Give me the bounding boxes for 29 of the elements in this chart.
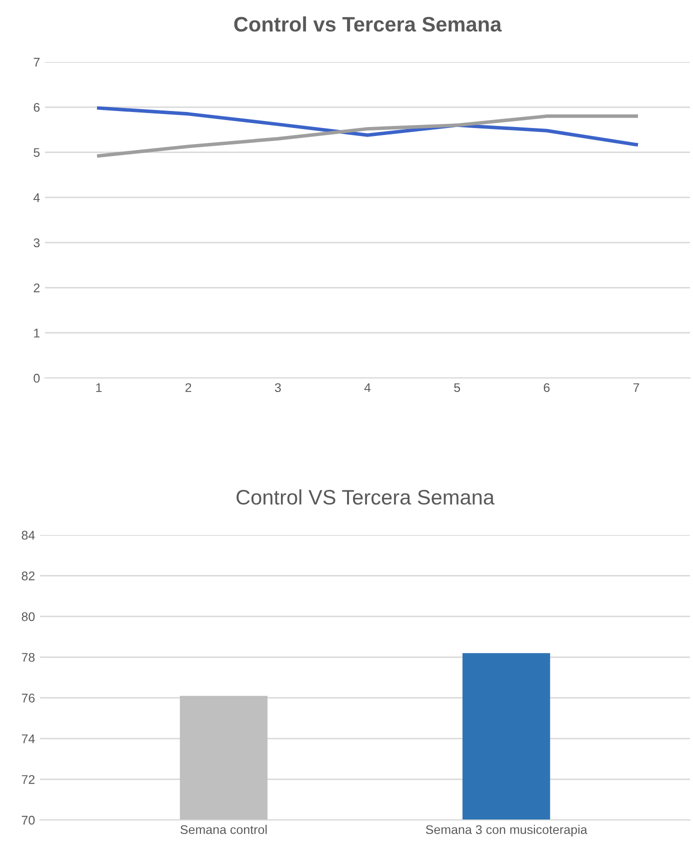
x-tick-label: 3 [274, 383, 281, 392]
y-tick-label: 82 [22, 572, 35, 580]
y-tick-label: 72 [22, 775, 35, 784]
x-tick-label: 5 [454, 383, 460, 392]
y-tick-label: 78 [22, 652, 35, 662]
y-tick-label: 1 [34, 328, 40, 338]
line-series [97, 106, 638, 146]
x-tick-label: 7 [633, 383, 640, 392]
line-series [97, 114, 638, 158]
y-tick-label: 3 [34, 238, 40, 248]
y-tick-label: 4 [33, 193, 40, 202]
chart-title: Control vs Tercera Semana [234, 16, 502, 32]
x-tick-label: 1 [96, 383, 102, 392]
x-tick-label: 6 [544, 383, 550, 392]
y-tick-label: 84 [22, 530, 35, 540]
y-tick-label: 7 [34, 58, 40, 67]
y-tick-label: 2 [34, 284, 40, 292]
x-tick-label: Semana control [180, 824, 267, 834]
y-tick-label: 6 [34, 102, 40, 112]
y-tick-label: 74 [22, 734, 35, 744]
y-tick-label: 70 [22, 816, 35, 825]
chart-title: Control VS Tercera Semana [236, 489, 495, 505]
x-tick-label: 4 [364, 383, 371, 392]
x-tick-label: 2 [185, 383, 192, 392]
x-tick-label: Semana 3 con musicoterapia [426, 824, 588, 837]
y-tick-label: 0 [34, 374, 40, 383]
y-tick-label: 76 [22, 694, 35, 703]
y-tick-label: 5 [34, 148, 40, 157]
y-tick-label: 80 [22, 612, 35, 622]
